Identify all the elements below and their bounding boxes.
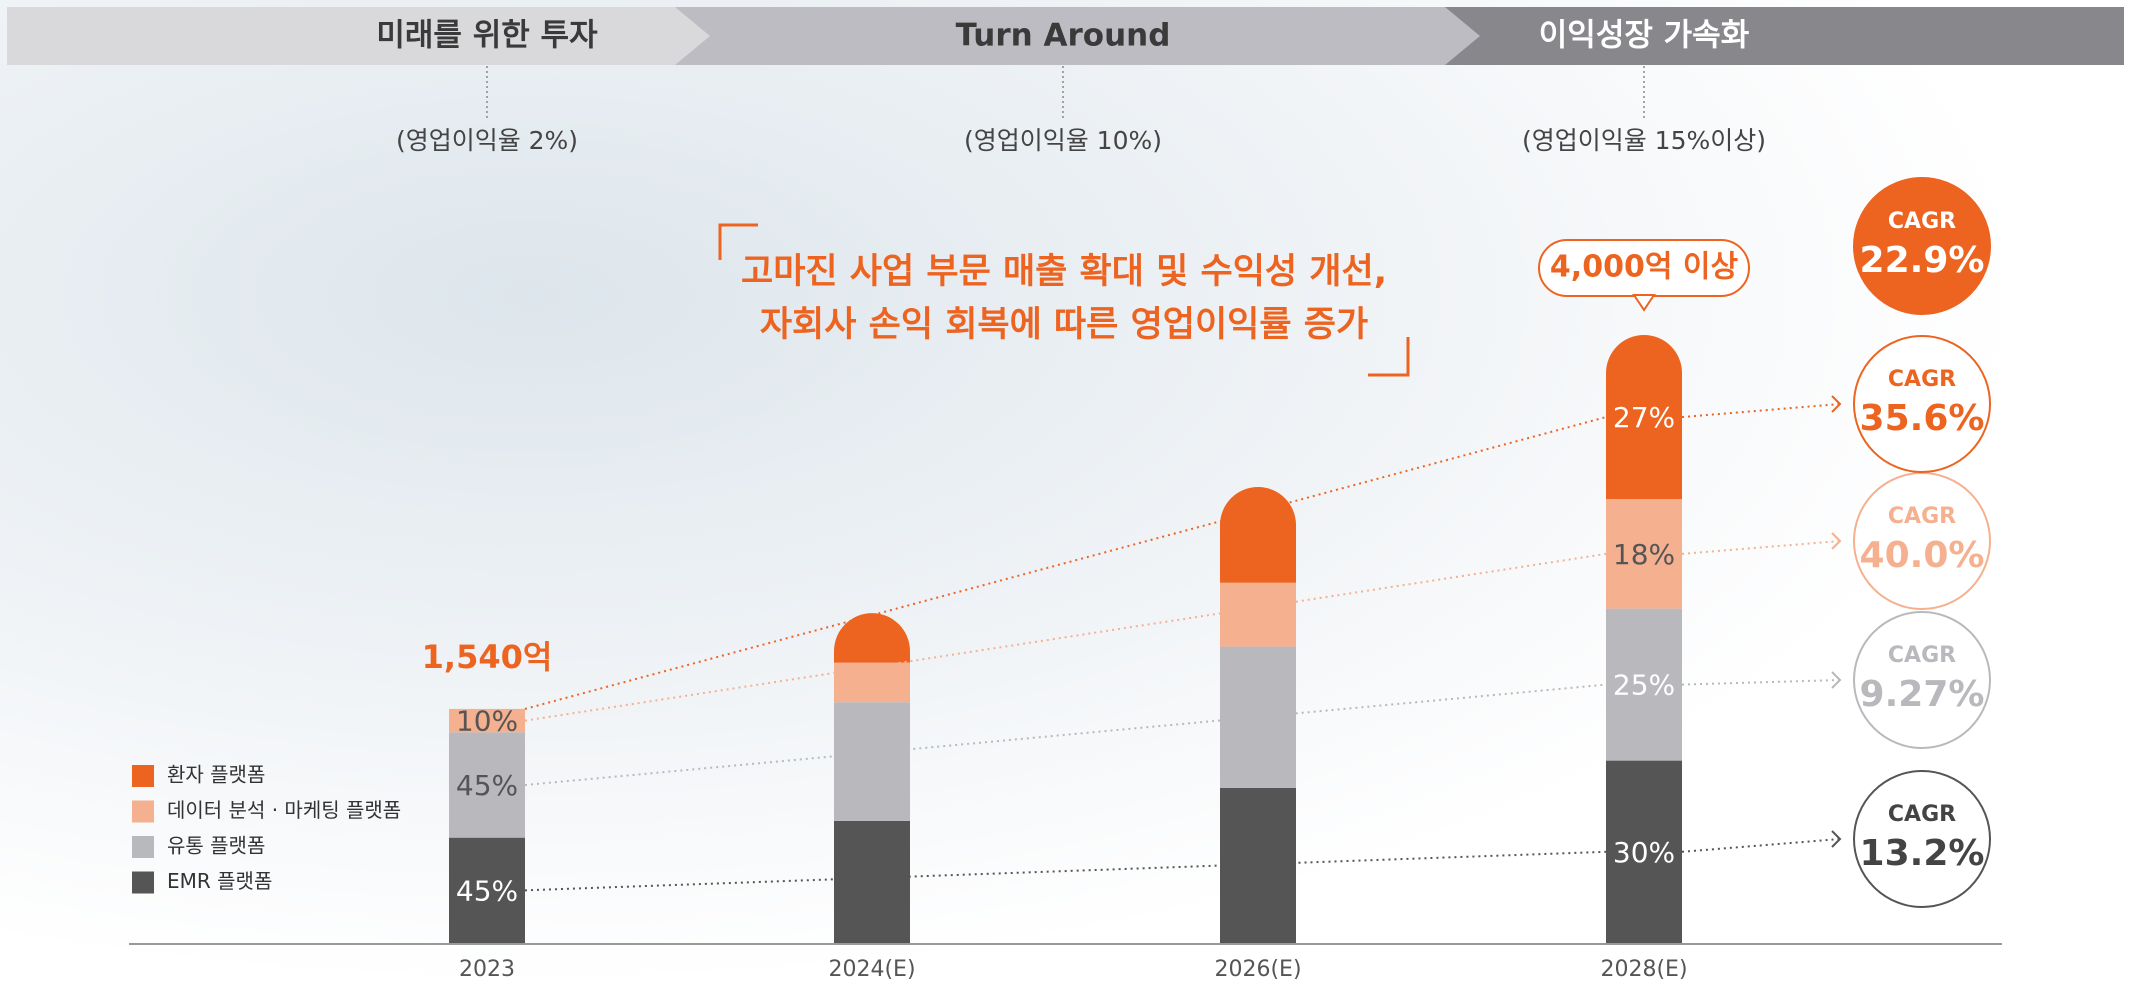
cagr-value: 9.27% <box>1860 674 1985 715</box>
segment-label: 30% <box>1613 836 1675 869</box>
bar-segment <box>1606 335 1682 500</box>
bar-segment <box>1606 608 1682 761</box>
cagr-circle <box>1853 177 1991 315</box>
segment-label: 10% <box>456 705 518 738</box>
cagr-title: CAGR <box>1888 367 1956 392</box>
cagr-title: CAGR <box>1888 802 1956 827</box>
trend-connector <box>524 552 1607 722</box>
cagr-connector <box>1681 403 1841 419</box>
bar-segment <box>834 820 910 943</box>
legend-label: EMR 플랫폼 <box>167 869 272 893</box>
cagr-circle <box>1853 611 1991 749</box>
callout-pointer <box>1632 294 1656 312</box>
headline: 고마진 사업 부문 매출 확대 및 수익성 개선, <box>741 252 1387 292</box>
total-label: 1,540억 <box>422 638 553 676</box>
arrow-head <box>1831 830 1842 848</box>
cagr-connector <box>1681 679 1841 686</box>
bar-segment <box>449 732 525 838</box>
phase-band <box>7 7 710 65</box>
phase-title: 이익성장 가속화 <box>1539 18 1750 54</box>
x-tick-label: 2028(E) <box>1600 957 1687 982</box>
segment-label: 45% <box>456 874 518 907</box>
arrow-head <box>1831 395 1842 413</box>
x-tick-label: 2026(E) <box>1214 957 1301 982</box>
legend-swatch <box>132 871 154 894</box>
bar-segment <box>1220 582 1296 647</box>
bracket <box>1368 337 1410 377</box>
arrow-head <box>1831 532 1842 550</box>
cagr-circle <box>1853 770 1991 908</box>
legend-swatch <box>132 800 154 823</box>
bar-segment <box>1606 760 1682 943</box>
segment-label: 45% <box>456 769 518 802</box>
phase-margin: (영업이익율 15%이상) <box>1522 126 1766 155</box>
trend-connector <box>524 850 1607 892</box>
cagr-circle <box>1853 335 1991 473</box>
legend-swatch <box>132 836 154 858</box>
bar-segment <box>1606 499 1682 609</box>
cagr-connector <box>1681 540 1841 555</box>
phase-margin: (영업이익율 10%) <box>964 126 1162 155</box>
bar-segment <box>834 702 910 821</box>
bar-segment <box>834 613 910 663</box>
segment-label: 18% <box>1613 538 1675 571</box>
cagr-value: 40.0% <box>1860 535 1985 576</box>
trend-connector <box>524 683 1607 786</box>
cagr-title: CAGR <box>1888 209 1956 234</box>
phase-title: Turn Around <box>956 18 1171 54</box>
cagr-title: CAGR <box>1888 643 1956 668</box>
bar-segment <box>1220 646 1296 788</box>
x-tick-label: 2023 <box>459 957 515 982</box>
bracket <box>718 223 758 260</box>
legend-label: 유통 플랫폼 <box>167 834 265 858</box>
cagr-value: 35.6% <box>1860 398 1985 439</box>
cagr-connector <box>1681 838 1841 853</box>
segment-label: 27% <box>1613 401 1675 434</box>
bar-segment <box>449 837 525 943</box>
bar-segment <box>1220 787 1296 943</box>
bar-segment <box>449 708 525 733</box>
total-label: 4,000억 이상 <box>1550 250 1739 285</box>
phase-band <box>1440 7 2124 65</box>
headline: 자회사 손익 회복에 따른 영업이익률 증가 <box>760 305 1368 345</box>
legend-label: 데이터 분석 · 마케팅 플랫폼 <box>167 798 401 822</box>
x-tick-label: 2024(E) <box>828 957 915 982</box>
cagr-title: CAGR <box>1888 504 1956 529</box>
cagr-value: 13.2% <box>1860 833 1985 874</box>
bar-segment <box>834 662 910 703</box>
trend-connector <box>524 416 1607 710</box>
bar-segment <box>1220 487 1296 583</box>
arrow-head <box>1831 671 1842 689</box>
phase-margin: (영업이익율 2%) <box>396 126 578 155</box>
legend-swatch <box>132 765 154 787</box>
legend-label: 환자 플랫폼 <box>167 763 265 787</box>
cagr-value: 22.9% <box>1860 240 1985 281</box>
segment-label: 25% <box>1613 669 1675 702</box>
phase-band <box>670 7 1480 65</box>
phase-title: 미래를 위한 투자 <box>376 18 598 54</box>
